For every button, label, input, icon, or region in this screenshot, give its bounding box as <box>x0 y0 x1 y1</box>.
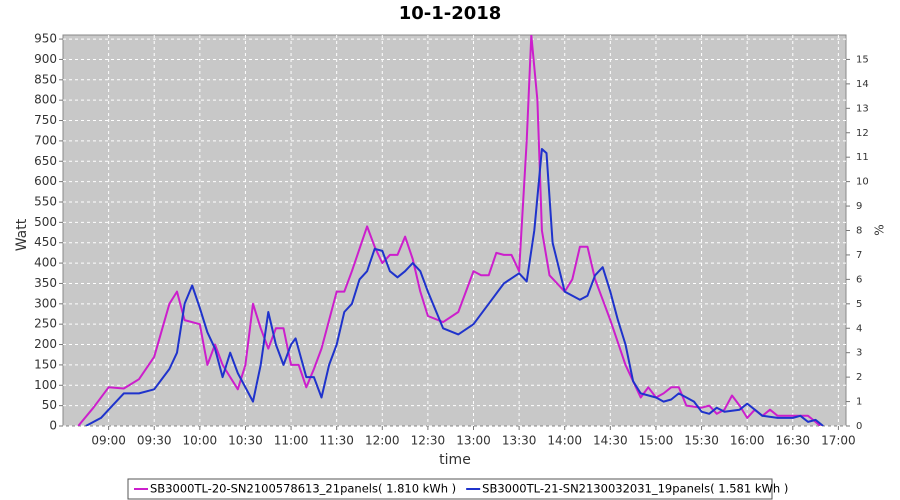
x-tick-label: 09:30 <box>137 434 172 448</box>
x-tick-label: 10:00 <box>183 434 218 448</box>
x-tick-label: 15:30 <box>684 434 719 448</box>
y-tick-label: 450 <box>34 235 57 249</box>
x-tick-label: 13:30 <box>502 434 537 448</box>
y-tick-label: 250 <box>34 317 57 331</box>
y-tick-label: 850 <box>34 72 57 86</box>
y-tick-label: 150 <box>34 357 57 371</box>
y-tick-label: 650 <box>34 154 57 168</box>
y-axis-label: Watt <box>14 218 30 251</box>
x-tick-label: 12:00 <box>365 434 400 448</box>
x-tick-label: 14:00 <box>547 434 582 448</box>
series-line <box>77 35 821 426</box>
y-tick-label: 700 <box>34 133 57 147</box>
y2-tick-label: 0 <box>856 421 862 432</box>
y-tick-label: 400 <box>34 256 57 270</box>
y-tick-label: 200 <box>34 337 57 351</box>
y-tick-label: 950 <box>34 32 57 46</box>
y2-tick-label: 9 <box>856 201 862 212</box>
y-tick-label: 750 <box>34 113 57 127</box>
plot-background <box>62 34 847 427</box>
x-axis-label: time <box>439 452 471 468</box>
y2-tick-label: 5 <box>856 299 862 310</box>
y-tick-label: 500 <box>34 215 57 229</box>
x-tick-label: 17:00 <box>821 434 856 448</box>
series-line <box>85 148 824 426</box>
y2-tick-label: 12 <box>856 128 869 139</box>
y-tick-label: 900 <box>34 52 57 66</box>
y2-tick-label: 14 <box>856 79 869 90</box>
y-tick-label: 300 <box>34 296 57 310</box>
x-tick-label: 11:30 <box>319 434 354 448</box>
legend-label: SB3000TL-20-SN2100578613_21panels( 1.810… <box>150 482 456 496</box>
y-tick-label: 800 <box>34 93 57 107</box>
x-tick-label: 11:00 <box>274 434 309 448</box>
y-tick-label: 50 <box>42 398 57 412</box>
y2-tick-label: 13 <box>856 103 869 114</box>
legend: SB3000TL-20-SN2100578613_21panels( 1.810… <box>127 478 788 500</box>
y2-tick-label: 4 <box>856 323 862 334</box>
x-tick-label: 09:00 <box>91 434 126 448</box>
y2-tick-label: 6 <box>856 274 862 285</box>
x-tick-label: 10:30 <box>228 434 263 448</box>
y2-tick-label: 11 <box>856 152 869 163</box>
y2-tick-label: 1 <box>856 397 862 408</box>
chart-title: 10-1-2018 <box>399 3 502 24</box>
x-tick-label: 14:30 <box>593 434 628 448</box>
y2-tick-label: 15 <box>856 54 869 65</box>
y2-tick-label: 2 <box>856 372 862 383</box>
y2-tick-label: 8 <box>856 226 862 237</box>
y2-tick-label: 7 <box>856 250 862 261</box>
y2-axis-label: % <box>873 224 887 235</box>
x-tick-label: 16:30 <box>775 434 810 448</box>
legend-box <box>127 478 773 500</box>
y-tick-label: 0 <box>49 419 57 433</box>
x-tick-label: 13:00 <box>456 434 491 448</box>
y2-tick-label: 3 <box>856 348 862 359</box>
y-tick-label: 550 <box>34 194 57 208</box>
x-tick-label: 12:30 <box>411 434 446 448</box>
x-tick-label: 16:00 <box>730 434 765 448</box>
y-tick-label: 600 <box>34 174 57 188</box>
y-tick-label: 350 <box>34 276 57 290</box>
y2-tick-label: 10 <box>856 177 869 188</box>
legend-label: SB3000TL-21-SN2130032031_19panels( 1.581… <box>482 482 788 496</box>
x-tick-label: 15:00 <box>639 434 674 448</box>
y-tick-label: 100 <box>34 378 57 392</box>
